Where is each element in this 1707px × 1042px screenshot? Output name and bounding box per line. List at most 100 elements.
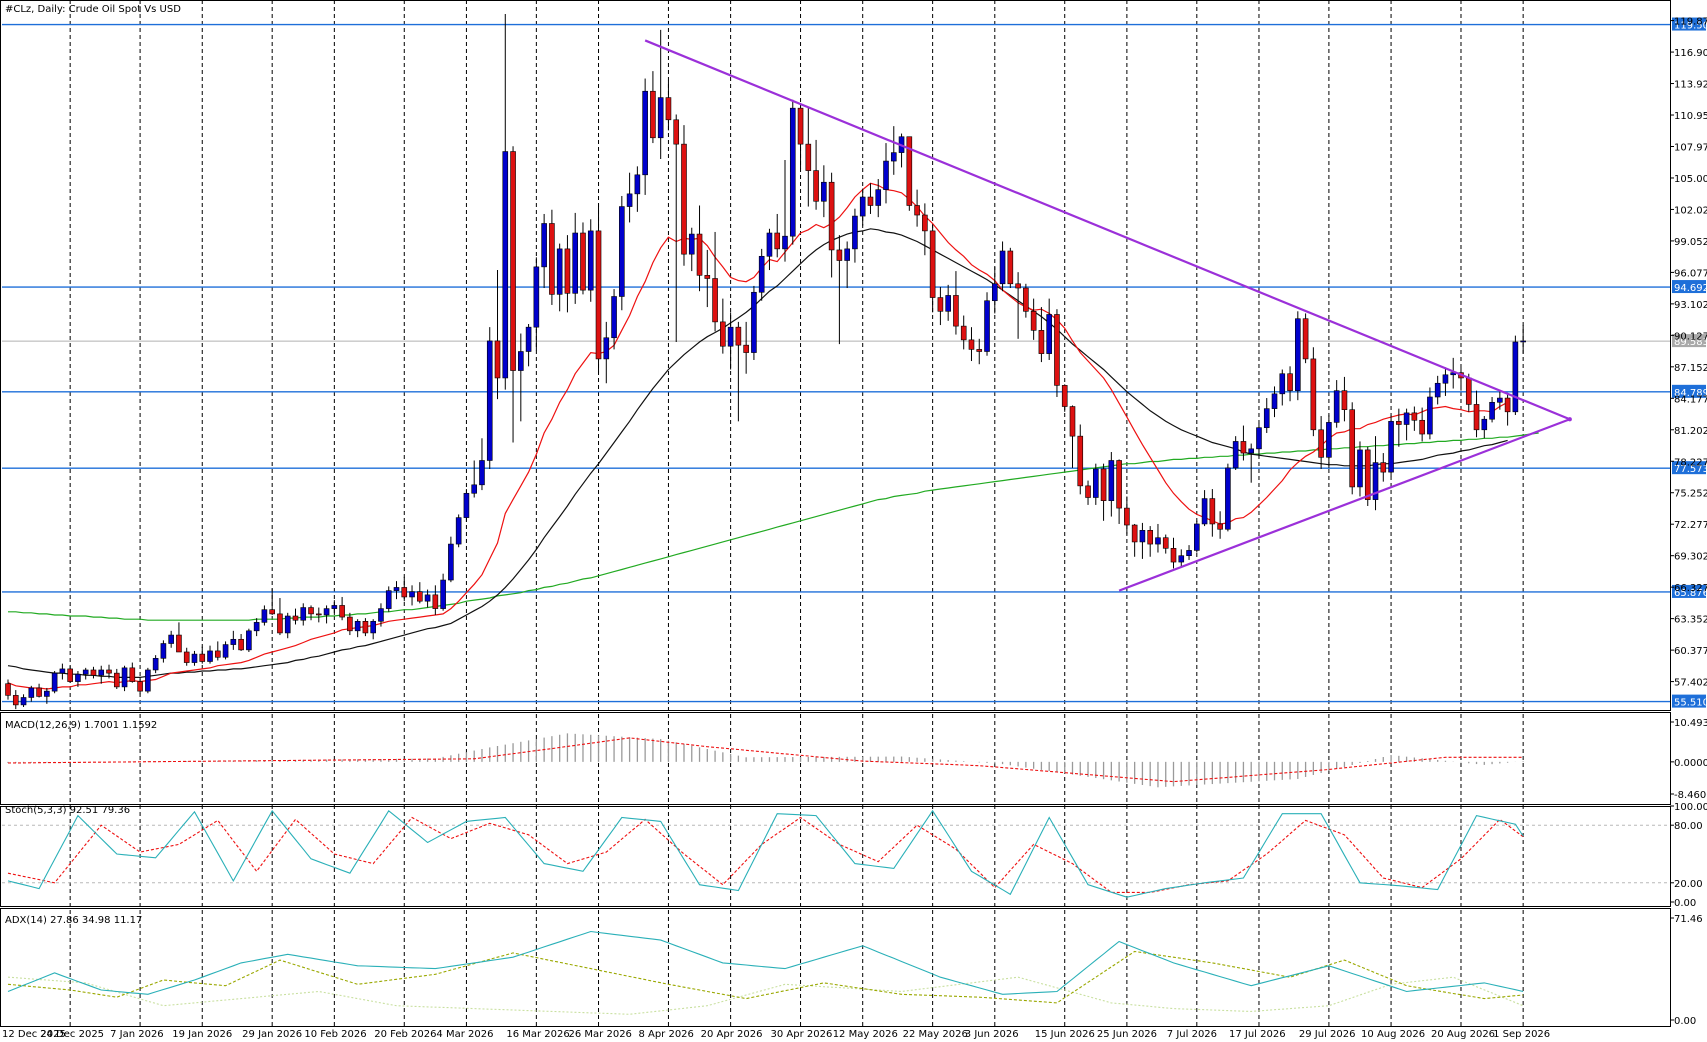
candle-body <box>704 275 711 279</box>
x-tick-label: 20 Aug 2026 <box>1431 1029 1495 1040</box>
candle-body <box>720 321 726 347</box>
candle-body <box>59 668 66 674</box>
candle-body <box>976 349 983 352</box>
candles <box>5 14 1526 710</box>
candle-body <box>284 615 291 634</box>
candle-body <box>937 297 944 312</box>
x-tick-label: 29 Jul 2026 <box>1299 1029 1356 1040</box>
y-tick-label: 99.052 <box>1674 237 1707 248</box>
candle-body <box>362 621 369 634</box>
y-tick-label: 60.377 <box>1674 646 1707 657</box>
candle-body <box>1007 250 1014 285</box>
y-tick-label: 100.00 <box>1674 802 1707 813</box>
candle-body <box>968 339 975 350</box>
adx-main-line <box>7 930 1524 995</box>
candle-body <box>743 344 749 353</box>
x-tick-label: 12 May 2026 <box>833 1029 898 1040</box>
candle-body <box>688 233 695 255</box>
y-tick-label: 110.952 <box>1674 111 1707 122</box>
candle-body <box>1162 537 1169 549</box>
y-tick-label: 119.877 <box>1674 17 1707 28</box>
panel-frame <box>0 712 1671 805</box>
candle-body <box>1481 418 1488 431</box>
candle-body <box>463 492 470 518</box>
y-tick-label: 90.127 <box>1674 331 1707 342</box>
level-badge-label: 65.876 <box>1674 588 1707 599</box>
candle-body <box>1023 287 1029 312</box>
candle-body <box>36 687 42 697</box>
candle-body <box>603 337 610 360</box>
y-tick-label: 96.077 <box>1674 268 1707 279</box>
level-badge-label: 119.503 <box>1674 21 1707 32</box>
x-tick-label: 8 Apr 2026 <box>638 1029 693 1040</box>
candle-body <box>1131 524 1138 543</box>
y-tick-label: 81.202 <box>1674 426 1707 437</box>
candle-body <box>1124 507 1130 526</box>
candle-body <box>323 608 330 616</box>
candle-body <box>121 667 128 688</box>
candle-body <box>751 291 757 353</box>
candle-body <box>1302 318 1309 360</box>
candle-body <box>494 340 501 379</box>
candle-body <box>261 609 268 623</box>
candle-body <box>1403 412 1410 425</box>
candle-body <box>1108 460 1115 501</box>
candle-body <box>510 151 516 371</box>
panel-frame <box>0 908 1671 1027</box>
candle-body <box>1341 390 1348 410</box>
ma-mid-line <box>7 228 1508 678</box>
candle-body <box>859 196 866 217</box>
x-tick-label: 19 Jan 2026 <box>172 1029 232 1040</box>
candle-body <box>448 543 454 581</box>
candle-body <box>106 669 112 674</box>
candle-body <box>308 607 314 615</box>
y-tick-label: 105.002 <box>1674 174 1707 185</box>
candle-body <box>1186 550 1192 557</box>
y-tick-label: 0.00 <box>1674 1016 1696 1027</box>
y-tick-label: 102.027 <box>1674 205 1707 216</box>
chart-title: #CLz, Daily: Crude Oil Spot Vs USD <box>5 4 181 15</box>
candle-body <box>984 300 990 352</box>
candle-body <box>1512 341 1519 413</box>
x-tick-label: 12 Dec 2025 <box>2 1029 66 1040</box>
candle-body <box>999 250 1006 285</box>
candle-body <box>1046 314 1052 354</box>
trendline-anchor[interactable] <box>1567 417 1572 422</box>
candle-body <box>1504 397 1511 413</box>
candle-body <box>587 230 594 291</box>
trendlines[interactable] <box>644 39 1572 592</box>
candle-body <box>486 340 493 461</box>
level-badge-label: 55.510 <box>1674 698 1707 709</box>
candle-body <box>160 643 167 659</box>
stoch-label: Stoch(5,3,3) 92.51 79.36 <box>5 805 130 816</box>
y-tick-label: 116.902 <box>1674 48 1707 59</box>
candle-body <box>393 587 400 591</box>
candle-body <box>1263 408 1270 428</box>
candle-body <box>378 608 384 622</box>
candle-body <box>595 230 602 360</box>
candle-body <box>906 136 913 206</box>
y-tick-label: 78.227 <box>1674 457 1707 468</box>
adx-plus-di-line <box>7 950 1524 1004</box>
candle-body <box>354 621 361 632</box>
candle-body <box>370 621 376 634</box>
level-badge-label: 77.573 <box>1674 464 1707 475</box>
candle-body <box>1015 283 1021 289</box>
candle-body <box>1155 537 1161 545</box>
candle-body <box>1061 385 1068 407</box>
y-tick-label: 80.00 <box>1674 821 1703 832</box>
candle-body <box>1178 555 1185 563</box>
candle-body <box>183 651 190 663</box>
candle-body <box>1450 372 1457 376</box>
adx-panel: 71.46 0.00 <box>7 914 1703 1027</box>
trendline[interactable] <box>644 39 1571 421</box>
candle-body <box>424 594 431 602</box>
macd-signal-line <box>7 737 1524 783</box>
candle-body <box>1442 374 1449 384</box>
candle-body <box>199 653 206 662</box>
candle-body <box>1085 485 1091 498</box>
candle-body <box>1520 340 1526 343</box>
y-tick-label: 57.402 <box>1674 678 1707 689</box>
trendline[interactable] <box>1118 418 1571 592</box>
